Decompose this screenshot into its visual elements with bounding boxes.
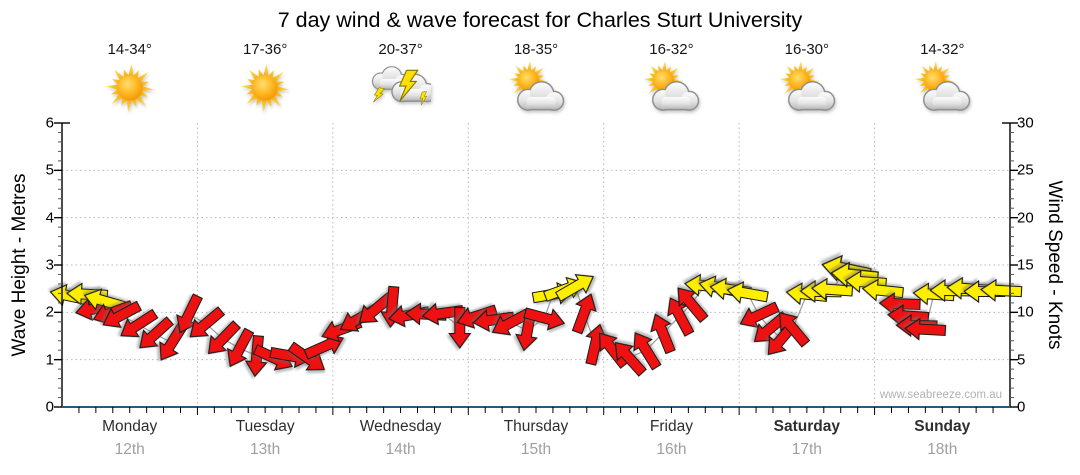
day-temperature-range: 14-34° [107, 41, 152, 58]
day-name-label: Wednesday [359, 418, 442, 435]
day-date-label: 18th [927, 441, 958, 458]
weather-icon-partly-cloudy [779, 62, 836, 111]
right-axis-tick: 30 [1017, 114, 1034, 132]
day-date-label: 13th [250, 441, 281, 458]
left-axis-tick: 2 [45, 303, 54, 321]
weather-icon-sunny [240, 63, 290, 112]
day-temperature-range: 18-35° [513, 41, 559, 58]
left-axis-tick: 5 [45, 161, 54, 179]
day-temperature-range: 16-32° [649, 41, 694, 58]
watermark: www.seabreeze.com.au [879, 389, 1002, 401]
day-date-label: 12th [114, 441, 145, 458]
right-axis-tick: 15 [1017, 256, 1034, 274]
weather-icon-thunderstorm [371, 66, 431, 106]
day-temperature-range: 16-30° [784, 41, 830, 58]
right-axis-tick: 10 [1017, 303, 1034, 321]
day-date-label: 14th [385, 441, 416, 458]
weather-icon-partly-cloudy [508, 62, 565, 111]
day-temperature-range: 14-32° [920, 41, 965, 58]
day-name-label: Sunday [914, 418, 971, 435]
day-name-label: Thursday [503, 418, 569, 435]
wind-arrow-yellow [725, 278, 770, 308]
weather-icon-partly-cloudy [915, 62, 971, 111]
weather-icon-sunny [105, 63, 155, 112]
right-axis-tick: 5 [1017, 351, 1026, 369]
left-axis-tick: 6 [45, 114, 54, 132]
day-date-label: 15th [520, 441, 552, 458]
left-axis-tick: 0 [45, 398, 54, 416]
weather-icon-partly-cloudy [644, 62, 700, 111]
right-axis-tick: 25 [1017, 161, 1034, 179]
left-axis-tick: 4 [45, 209, 54, 227]
day-temperature-range: 17-36° [242, 41, 288, 58]
wind-arrow-yellow [979, 278, 1023, 303]
page-title: 7 day wind & wave forecast for Charles S… [277, 8, 803, 32]
day-temperature-range: 20-37° [378, 41, 423, 58]
right-axis-tick: 20 [1017, 209, 1034, 227]
day-name-label: Saturday [773, 418, 841, 435]
left-axis-tick: 3 [45, 256, 54, 274]
day-name-label: Friday [649, 418, 693, 435]
left-axis-tick: 1 [45, 351, 54, 369]
day-date-label: 16th [656, 441, 687, 458]
right-axis-title: Wind Speed - Knots [1044, 180, 1065, 350]
day-name-label: Monday [102, 418, 158, 435]
day-date-label: 17th [791, 441, 822, 458]
right-axis-tick: 0 [1017, 398, 1026, 416]
left-axis-title: Wave Height - Metres [9, 173, 30, 357]
day-name-label: Tuesday [235, 418, 295, 435]
